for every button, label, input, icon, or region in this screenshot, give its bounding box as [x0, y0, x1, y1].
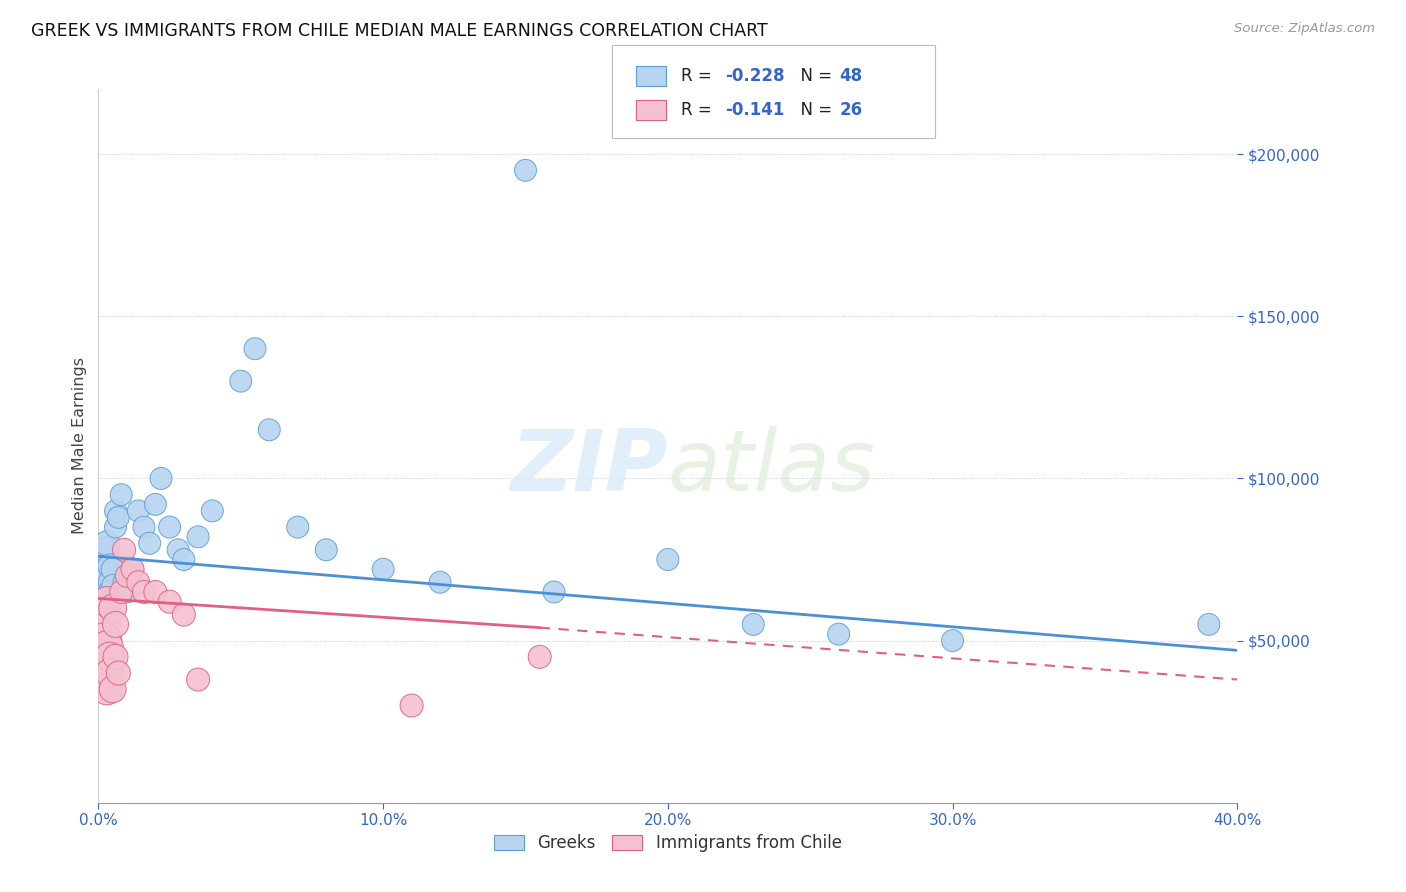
- Point: [104, 520, 127, 534]
- Point: [229, 374, 252, 388]
- Point: [98, 666, 121, 681]
- Text: N =: N =: [790, 67, 838, 85]
- Point: [121, 562, 143, 576]
- Point: [159, 520, 181, 534]
- Text: R =: R =: [681, 101, 717, 119]
- Point: [315, 542, 337, 557]
- Point: [98, 585, 121, 599]
- Point: [98, 575, 121, 590]
- Point: [112, 542, 135, 557]
- Point: [93, 633, 115, 648]
- Point: [93, 562, 115, 576]
- Point: [115, 568, 138, 582]
- Point: [201, 504, 224, 518]
- Point: [159, 595, 181, 609]
- Point: [96, 585, 118, 599]
- Text: N =: N =: [790, 101, 838, 119]
- Point: [127, 575, 149, 590]
- Point: [543, 585, 565, 599]
- Point: [90, 568, 112, 582]
- Point: [107, 510, 129, 524]
- Point: [101, 562, 124, 576]
- Point: [90, 617, 112, 632]
- Point: [101, 682, 124, 697]
- Point: [942, 633, 965, 648]
- Point: [657, 552, 679, 566]
- Point: [287, 520, 309, 534]
- Point: [104, 617, 127, 632]
- Point: [243, 342, 266, 356]
- Point: [93, 673, 115, 687]
- Point: [96, 542, 118, 557]
- Point: [110, 585, 132, 599]
- Point: [96, 640, 118, 654]
- Point: [104, 649, 127, 664]
- Point: [93, 595, 115, 609]
- Point: [96, 568, 118, 582]
- Text: 48: 48: [839, 67, 862, 85]
- Point: [173, 607, 195, 622]
- Point: [121, 562, 143, 576]
- Point: [90, 585, 112, 599]
- Point: [90, 601, 112, 615]
- Point: [138, 536, 160, 550]
- Point: [173, 552, 195, 566]
- Point: [110, 488, 132, 502]
- Point: [93, 575, 115, 590]
- Point: [101, 601, 124, 615]
- Point: [96, 595, 118, 609]
- Text: -0.141: -0.141: [725, 101, 785, 119]
- Point: [145, 497, 167, 511]
- Point: [112, 575, 135, 590]
- Point: [98, 559, 121, 574]
- Text: R =: R =: [681, 67, 717, 85]
- Point: [515, 163, 537, 178]
- Text: Source: ZipAtlas.com: Source: ZipAtlas.com: [1234, 22, 1375, 36]
- Y-axis label: Median Male Earnings: Median Male Earnings: [72, 358, 87, 534]
- Point: [187, 673, 209, 687]
- Point: [96, 536, 118, 550]
- Point: [132, 520, 155, 534]
- Point: [529, 649, 551, 664]
- Point: [107, 666, 129, 681]
- Point: [115, 585, 138, 599]
- Text: GREEK VS IMMIGRANTS FROM CHILE MEDIAN MALE EARNINGS CORRELATION CHART: GREEK VS IMMIGRANTS FROM CHILE MEDIAN MA…: [31, 22, 768, 40]
- Point: [101, 578, 124, 592]
- Point: [132, 585, 155, 599]
- Point: [145, 585, 167, 599]
- Point: [96, 682, 118, 697]
- Point: [401, 698, 423, 713]
- Point: [259, 423, 281, 437]
- Legend: Greeks, Immigrants from Chile: Greeks, Immigrants from Chile: [488, 828, 848, 859]
- Point: [104, 504, 127, 518]
- Point: [98, 649, 121, 664]
- Point: [429, 575, 451, 590]
- Point: [93, 552, 115, 566]
- Point: [187, 530, 209, 544]
- Point: [742, 617, 765, 632]
- Text: ZIP: ZIP: [510, 425, 668, 509]
- Point: [373, 562, 395, 576]
- Text: -0.228: -0.228: [725, 67, 785, 85]
- Point: [828, 627, 851, 641]
- Point: [118, 568, 141, 582]
- Text: 26: 26: [839, 101, 862, 119]
- Point: [167, 542, 190, 557]
- Text: atlas: atlas: [668, 425, 876, 509]
- Point: [90, 659, 112, 673]
- Point: [150, 471, 173, 485]
- Point: [127, 504, 149, 518]
- Point: [1198, 617, 1220, 632]
